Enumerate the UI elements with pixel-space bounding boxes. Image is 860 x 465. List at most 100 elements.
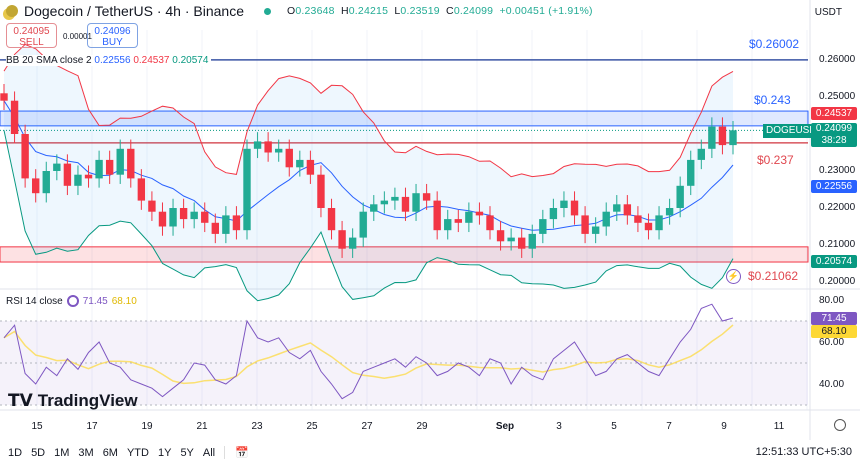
candle — [190, 211, 198, 220]
clock[interactable]: 12:51:33 UTC+5:30 — [755, 446, 852, 458]
date-tick: 15 — [31, 421, 43, 432]
bb-basis-line — [3, 100, 734, 231]
calendar-icon[interactable]: 📅 — [224, 446, 249, 459]
candle — [729, 130, 737, 146]
candle — [21, 134, 29, 179]
candle — [327, 208, 336, 231]
candle — [665, 208, 674, 216]
range-3m[interactable]: 3M — [78, 446, 94, 459]
candle — [53, 163, 61, 171]
settings-icon[interactable] — [834, 419, 846, 431]
range-6m[interactable]: 6M — [102, 446, 118, 459]
range-bar: 1D 5D 1M 3M 6M YTD 1Y 5Y All 📅 — [8, 446, 249, 459]
level-label-026002: $0.26002 — [749, 37, 800, 51]
candle — [179, 208, 188, 220]
candle — [243, 148, 251, 231]
candle — [169, 208, 177, 227]
candle — [475, 211, 484, 216]
candle — [539, 219, 547, 234]
candle — [401, 196, 410, 212]
candle — [211, 222, 220, 234]
candle — [560, 200, 568, 208]
date-tick: 19 — [141, 421, 153, 432]
price-tick: 0.21000 — [819, 239, 856, 250]
rsi-value-tag: 71.45 — [811, 312, 857, 325]
candle — [623, 204, 632, 216]
date-tick: 7 — [666, 421, 672, 432]
candle — [63, 163, 72, 186]
candle — [465, 211, 473, 223]
rsi-legend[interactable]: RSI 14 close 71.45 68.10 — [6, 295, 137, 307]
symbol-title[interactable]: Dogecoin / TetherUS · 4h · Binance — [24, 3, 244, 19]
level-label-0237: $0.237 — [757, 153, 794, 167]
candle — [644, 222, 653, 231]
price-tick: 0.22000 — [819, 202, 856, 213]
level-label-021062: $0.21062 — [748, 269, 799, 283]
candle — [380, 200, 389, 205]
ohlc-values: O0.23648 H0.24215 L0.23519 C0.24099 +0.0… — [286, 5, 593, 17]
rsi-ma-line — [3, 324, 734, 385]
candle — [454, 219, 463, 223]
range-5y[interactable]: 5Y — [180, 446, 194, 459]
candle — [697, 148, 706, 160]
candle — [528, 233, 536, 249]
candle — [116, 148, 124, 175]
candle — [338, 230, 346, 249]
bb-lower-line — [3, 130, 734, 302]
candle — [31, 178, 40, 194]
candle — [264, 141, 272, 153]
candle — [581, 215, 589, 234]
spread: 0.00001 — [63, 32, 92, 41]
tradingview-logo[interactable]: 𝗧𝗩 TradingView — [8, 391, 138, 410]
candle — [317, 174, 325, 208]
candle — [718, 126, 727, 146]
buy-button[interactable]: 0.24096 BUY — [87, 23, 138, 48]
range-ytd[interactable]: YTD — [126, 446, 149, 459]
rsi-tick: 80.00 — [819, 295, 845, 306]
date-tick: 27 — [361, 421, 373, 432]
rsi-source-icon — [66, 295, 79, 307]
dogecoin-icon — [6, 5, 18, 17]
lightning-icon[interactable]: ⚡ — [726, 269, 741, 284]
rsi-ma-tag: 68.10 — [811, 325, 857, 338]
candle — [348, 237, 357, 249]
candle — [285, 148, 293, 168]
candle — [201, 211, 209, 223]
level-label-0243: $0.243 — [754, 93, 791, 107]
candle — [296, 159, 304, 168]
candle — [74, 174, 82, 186]
date-tick: 23 — [251, 421, 263, 432]
range-all[interactable]: All — [202, 446, 216, 459]
candle — [127, 148, 135, 179]
currency-select[interactable]: USDT — [814, 7, 842, 18]
candle — [391, 196, 399, 201]
candle — [634, 215, 642, 223]
range-1m[interactable]: 1M — [54, 446, 70, 459]
range-1y[interactable]: 1Y — [157, 446, 172, 459]
candle — [412, 193, 420, 212]
range-1d[interactable]: 1D — [8, 446, 23, 459]
sell-button[interactable]: 0.24095 SELL — [6, 23, 57, 48]
range-5d[interactable]: 5D — [31, 446, 46, 459]
price-tick: 0.25000 — [819, 91, 856, 102]
date-tick: 25 — [306, 421, 318, 432]
candle — [433, 200, 441, 231]
date-tick: 5 — [611, 421, 617, 432]
bb-legend[interactable]: BB 20 SMA close 2 0.22556 0.24537 0.2057… — [6, 55, 212, 66]
candle — [486, 215, 494, 231]
candle — [105, 159, 114, 175]
candle — [359, 211, 367, 238]
last-price-tag: 0.24099 38:28 — [811, 123, 857, 147]
symbol-header: Dogecoin / TetherUS · 4h · Binance O0.23… — [6, 3, 593, 19]
date-tick: 29 — [416, 421, 428, 432]
date-tick: 9 — [721, 421, 727, 432]
rsi-tick: 60.00 — [819, 337, 845, 348]
candle — [10, 100, 19, 134]
price-chart[interactable] — [0, 0, 860, 440]
candle — [570, 200, 579, 216]
price-tick: 0.20000 — [819, 276, 856, 287]
date-tick: 17 — [86, 421, 98, 432]
date-tick: 21 — [196, 421, 208, 432]
candle — [158, 211, 167, 227]
bb-upper-line — [3, 43, 734, 178]
